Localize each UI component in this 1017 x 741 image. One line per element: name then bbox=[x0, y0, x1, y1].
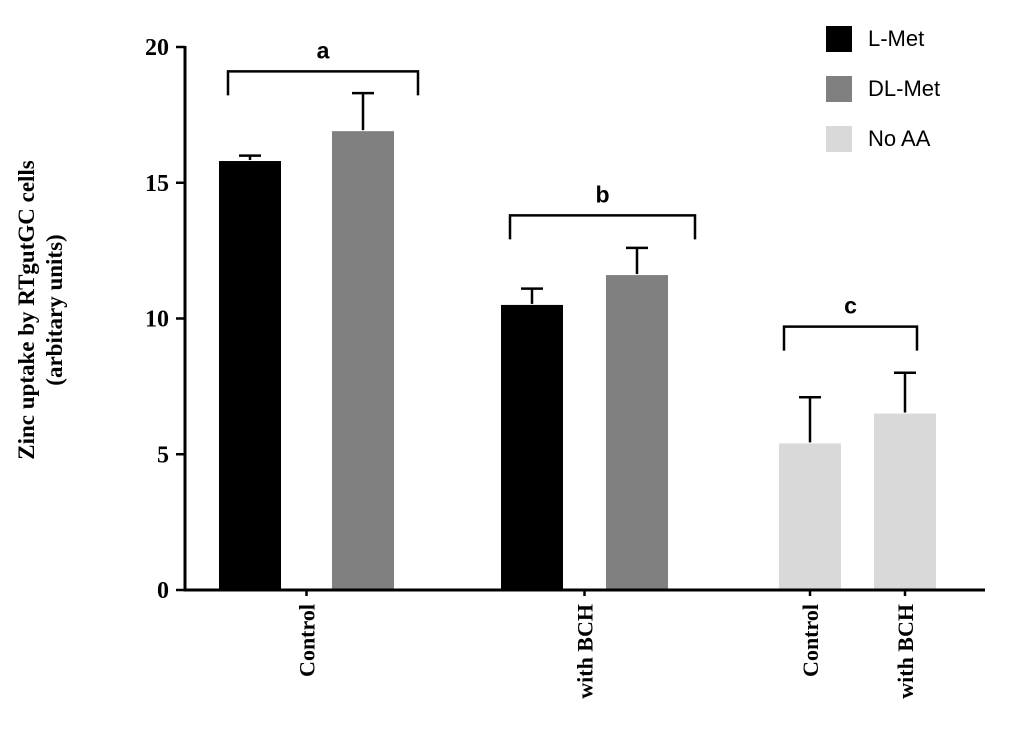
x-tick-label: Control bbox=[798, 604, 823, 677]
significance-bracket-b bbox=[508, 214, 697, 240]
significance-label-c: c bbox=[844, 293, 857, 319]
y-tick-label: 15 bbox=[145, 171, 169, 197]
x-tick-label: with BCH bbox=[893, 604, 918, 699]
y-tick-label: 10 bbox=[145, 307, 169, 333]
legend-item-no-aa: No AA bbox=[826, 126, 940, 152]
x-tick-label: Control bbox=[295, 604, 320, 677]
legend-label-no-aa: No AA bbox=[868, 126, 931, 151]
legend-swatch-no-aa bbox=[826, 126, 852, 152]
y-axis-title-line1: Zinc uptake by RTgutGC cells bbox=[14, 160, 39, 460]
bar-no-aa-with-bch bbox=[874, 413, 936, 590]
y-tick-label: 5 bbox=[157, 442, 169, 468]
legend-label-l-met: L-Met bbox=[868, 26, 925, 51]
legend-label-dl-met: DL-Met bbox=[868, 76, 941, 101]
significance-label-b: b bbox=[595, 181, 609, 207]
legend-swatch-dl-met bbox=[826, 76, 852, 102]
significance-bracket-a bbox=[226, 70, 420, 96]
bar-l-met-control bbox=[219, 161, 281, 590]
bar-l-met-with-bch bbox=[501, 304, 563, 590]
bar-dl-met-with-bch bbox=[606, 275, 668, 590]
legend-item-dl-met: DL-Met bbox=[826, 76, 940, 102]
y-tick-label: 20 bbox=[145, 35, 169, 61]
y-tick-label: 0 bbox=[157, 578, 169, 604]
chart-legend: L-Met DL-Met No AA bbox=[826, 26, 940, 176]
bar-no-aa-control bbox=[779, 443, 841, 590]
legend-swatch-l-met bbox=[826, 26, 852, 52]
significance-label-a: a bbox=[317, 37, 330, 63]
x-tick-label: with BCH bbox=[573, 604, 598, 699]
y-axis-title-line2: (arbitary units) bbox=[42, 234, 67, 385]
significance-bracket-c bbox=[782, 325, 919, 351]
bar-dl-met-control bbox=[332, 131, 394, 591]
legend-item-l-met: L-Met bbox=[826, 26, 940, 52]
